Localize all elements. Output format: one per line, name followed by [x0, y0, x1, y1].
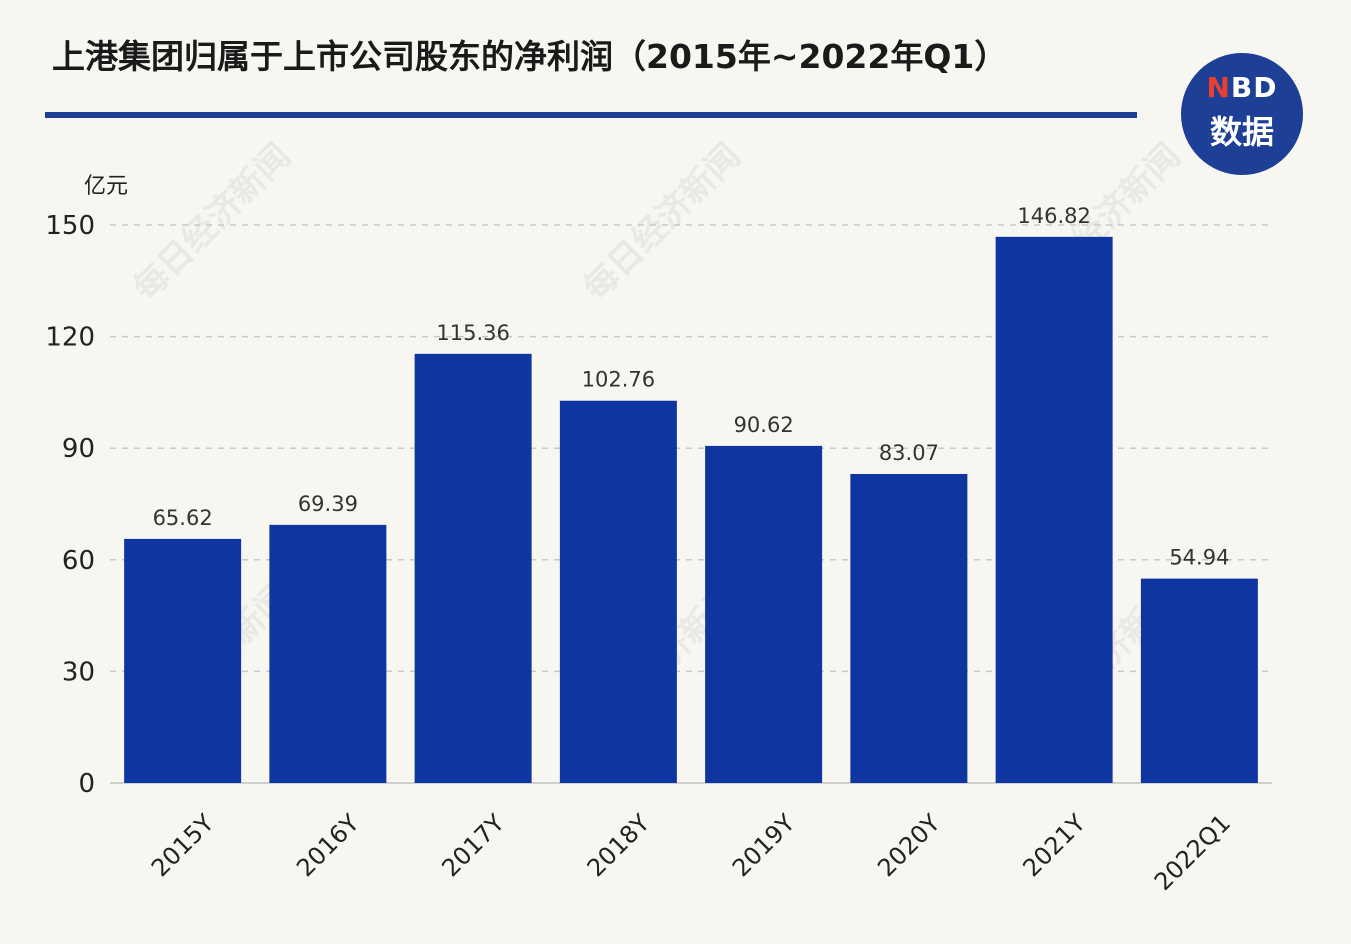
data-label-2022Q1: 54.94: [1169, 546, 1229, 570]
data-label-2019Y: 90.62: [734, 413, 794, 437]
bar-2020Y: [850, 473, 968, 783]
data-label-2016Y: 69.39: [298, 492, 358, 516]
logo-text-cn: 数据: [1209, 113, 1274, 151]
y-axis-unit-label: 亿元: [84, 174, 128, 199]
data-label-2018Y: 102.76: [582, 368, 655, 392]
y-tick-label-150: 150: [45, 211, 95, 241]
bars: [124, 236, 1258, 784]
bar-2017Y: [414, 353, 532, 783]
bar-2021Y: [995, 236, 1113, 784]
x-tick-label-2021Y: 2021Y: [1017, 809, 1091, 883]
x-tick-label-2018Y: 2018Y: [582, 809, 656, 883]
bar-2022Q1: [1140, 578, 1258, 783]
watermark-1: 每日经济新闻: [576, 136, 749, 309]
bar-2015Y: [124, 538, 242, 783]
data-label-2021Y: 146.82: [1017, 204, 1090, 228]
y-axis-ticks: 0 30 60 90 120 150: [45, 211, 95, 799]
data-label-2020Y: 83.07: [879, 441, 939, 465]
x-tick-label-2015Y: 2015Y: [146, 809, 220, 883]
bar-2018Y: [559, 400, 677, 783]
x-tick-label-2016Y: 2016Y: [291, 809, 365, 883]
x-axis-labels: 2015Y 2016Y 2017Y 2018Y 2019Y 2020Y 2021Y 2022Q…: [146, 809, 1236, 896]
y-tick-label-60: 60: [62, 546, 95, 576]
nbd-logo: NBD 数据: [1181, 53, 1303, 175]
y-tick-label-90: 90: [62, 434, 95, 464]
title-divider: [45, 112, 1137, 118]
bar-2019Y: [705, 445, 823, 783]
chart-title: 上港集团归属于上市公司股东的净利润（2015年~2022年Q1）: [52, 37, 1008, 76]
y-tick-label-0: 0: [78, 769, 95, 799]
data-label-2017Y: 115.36: [436, 321, 509, 345]
x-tick-label-2019Y: 2019Y: [727, 809, 801, 883]
data-label-2015Y: 65.62: [153, 506, 213, 530]
x-tick-label-2017Y: 2017Y: [436, 809, 510, 883]
y-tick-label-120: 120: [45, 323, 95, 353]
x-tick-label-2022Q1: 2022Q1: [1149, 809, 1236, 896]
x-tick-label-2020Y: 2020Y: [872, 809, 946, 883]
logo-text-en: NBD: [1206, 71, 1278, 104]
data-labels: 65.62 69.39 115.36 102.76 90.62 83.07 146.82 54…: [153, 204, 1230, 570]
watermark-0: 每日经济新闻: [126, 136, 299, 309]
bar-2016Y: [269, 524, 387, 783]
y-tick-label-30: 30: [62, 657, 95, 687]
